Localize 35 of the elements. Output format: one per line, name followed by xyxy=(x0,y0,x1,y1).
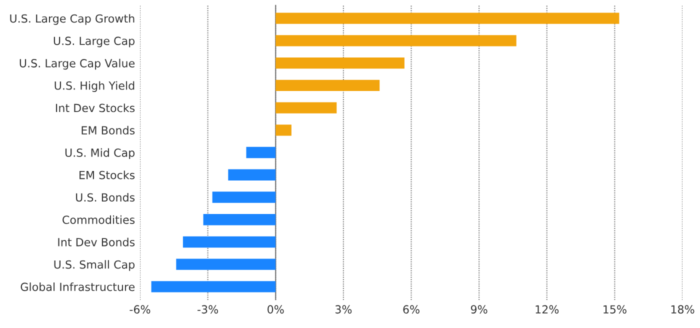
bar xyxy=(203,214,276,226)
bar xyxy=(276,80,380,92)
x-tick-label: 6% xyxy=(403,305,420,314)
bar xyxy=(176,258,276,270)
x-tick-label: -6% xyxy=(130,305,150,314)
bar xyxy=(246,146,276,158)
y-tick-label: U.S. Mid Cap xyxy=(65,148,135,160)
x-tick-label: 9% xyxy=(470,305,488,314)
bar xyxy=(182,236,276,248)
bar xyxy=(276,12,620,24)
y-tick-label: U.S. Large Cap xyxy=(54,36,135,48)
x-tick-label: 18% xyxy=(671,305,694,314)
y-tick-label: Int Dev Bonds xyxy=(58,238,135,246)
y-tick-label: U.S. High Yield xyxy=(54,81,134,92)
y-tick-label: EM Stocks xyxy=(80,170,135,180)
x-tick-label: 12% xyxy=(536,305,559,314)
x-tick-label: 3% xyxy=(335,305,352,314)
bar xyxy=(276,35,516,46)
bar xyxy=(276,124,292,136)
y-tick-label: Int Dev Stocks xyxy=(56,104,135,112)
bar xyxy=(212,192,276,203)
bar xyxy=(276,57,404,69)
x-tick-label: 15% xyxy=(604,305,626,314)
y-tick-label: U.S. Large Cap Value xyxy=(20,58,135,70)
bar xyxy=(151,281,276,292)
bar xyxy=(276,102,337,114)
y-tick-label: Global Infrastructure xyxy=(20,282,135,292)
x-tick-label: -3% xyxy=(198,305,218,314)
y-tick-label: Commodities xyxy=(62,215,135,224)
y-tick-label: U.S. Bonds xyxy=(76,193,135,202)
bar xyxy=(228,169,276,180)
y-tick-label: EM Bonds xyxy=(82,126,135,135)
y-tick-label: U.S. Small Cap xyxy=(54,260,135,271)
y-tick-label: U.S. Large Cap Growth xyxy=(10,14,134,25)
x-tick-label: 0% xyxy=(268,305,284,314)
